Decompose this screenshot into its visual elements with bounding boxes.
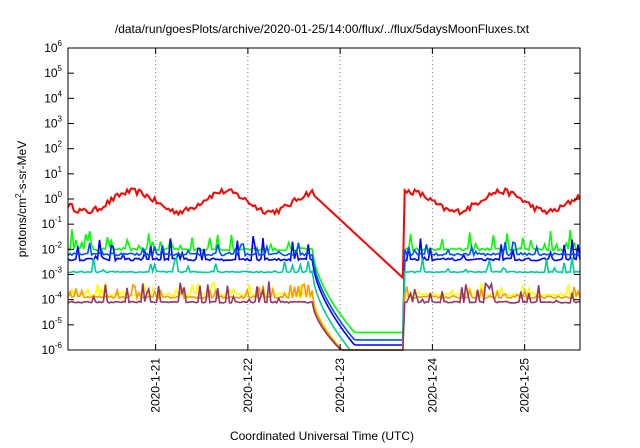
x-tick-label: 2020-1-22 [241, 358, 255, 413]
y-tick-label: 105 [44, 64, 62, 80]
x-tick-label: 2020-1-21 [149, 358, 163, 413]
x-tick-label: 2020-1-25 [518, 358, 532, 413]
axis-ticks [68, 47, 580, 351]
y-tick-label: 106 [44, 39, 62, 55]
grid [155, 48, 526, 350]
series-line [67, 241, 581, 341]
y-tick-label: 103 [44, 115, 62, 131]
x-tick-label: 2020-1-23 [333, 358, 347, 413]
x-tick-label: 2020-1-24 [425, 358, 439, 413]
x-tick-labels: 2020-1-21 2020-1-22 2020-1-23 2020-1-24 2020… [149, 358, 532, 413]
y-tick-label: 10-1 [42, 215, 63, 231]
y-tick-label: 10-5 [42, 316, 63, 332]
x-axis-label: Coordinated Universal Time (UTC) [230, 429, 414, 443]
chart-title: /data/run/goesPlots/archive/2020-01-25/1… [115, 22, 530, 36]
y-tick-label: 10-6 [42, 341, 63, 357]
y-tick-label: 100 [44, 190, 62, 206]
y-tick-label: 10-2 [42, 240, 63, 256]
series-line [67, 229, 581, 334]
y-tick-label: 10-3 [42, 266, 63, 282]
series-line [67, 281, 581, 351]
series-line [67, 186, 581, 280]
series-group [67, 186, 581, 351]
y-tick-label: 10-4 [42, 291, 63, 307]
y-tick-label: 102 [44, 140, 62, 156]
series-line [67, 236, 581, 346]
plot-frame [67, 47, 581, 351]
series-line [67, 254, 581, 351]
y-tick-labels: 106 105 104 103 102 101 100 10-1 10-2 10-3 10-4 10-… [42, 39, 63, 357]
y-tick-label: 104 [44, 89, 62, 105]
y-tick-label: 101 [44, 165, 62, 181]
y-axis-label: protons/cm2-s-sr-MeV [14, 141, 29, 257]
